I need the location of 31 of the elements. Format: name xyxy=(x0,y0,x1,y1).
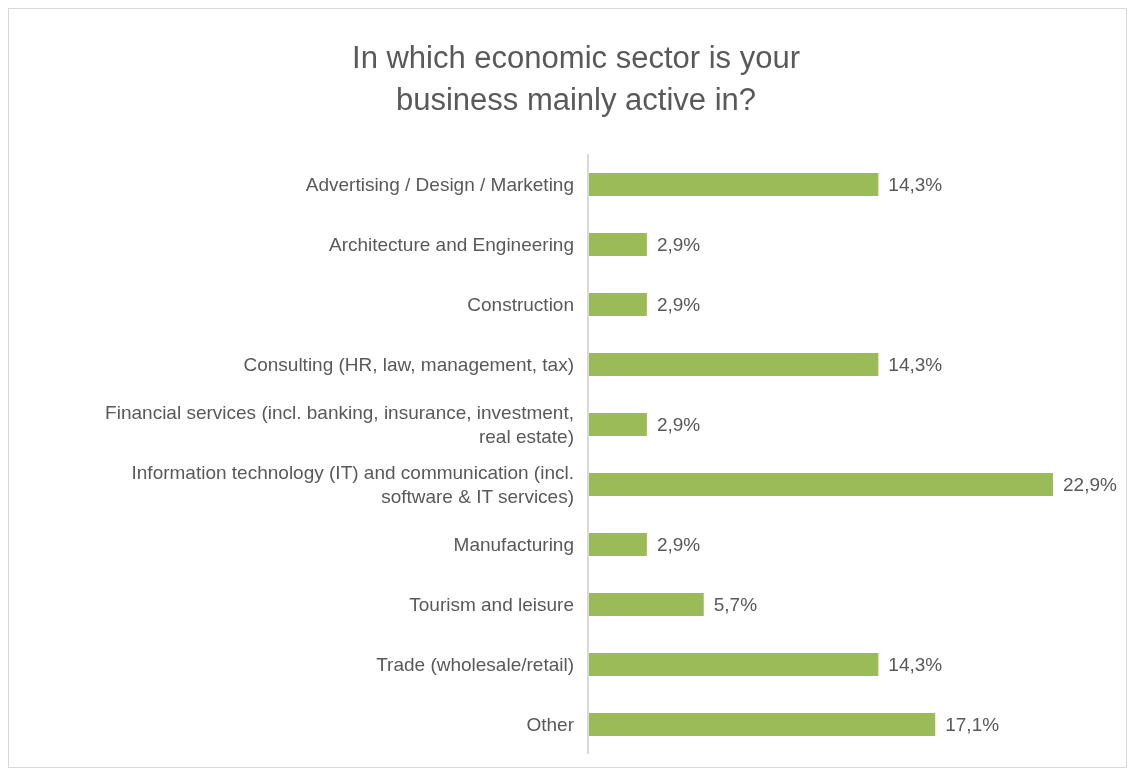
data-label: 5,7% xyxy=(713,594,758,616)
data-label: 2,9% xyxy=(656,534,701,556)
bar xyxy=(588,173,879,196)
data-label: 14,3% xyxy=(888,654,943,676)
y-tick-label: Architecture and Engineering xyxy=(328,233,574,255)
bar xyxy=(588,713,936,736)
bar xyxy=(588,473,1053,496)
y-tick-label: Manufacturing xyxy=(453,533,574,555)
y-tick-label: Advertising / Design / Marketing xyxy=(305,173,574,195)
bar xyxy=(588,593,704,616)
data-label: 17,1% xyxy=(945,714,1000,736)
y-tick-label: Construction xyxy=(467,293,574,315)
data-label: 2,9% xyxy=(656,234,701,256)
bar xyxy=(588,353,879,376)
bar xyxy=(588,533,647,556)
data-label: 14,3% xyxy=(888,354,943,376)
data-label: 2,9% xyxy=(656,294,701,316)
y-tick-label: Consulting (HR, law, management, tax) xyxy=(243,353,574,375)
y-tick-label: Trade (wholesale/retail) xyxy=(376,653,574,675)
y-tick-label: Other xyxy=(526,713,575,735)
data-label: 2,9% xyxy=(656,414,701,436)
bar xyxy=(588,293,647,316)
y-tick-label: Information technology (IT) and communication (incl. software & IT services) xyxy=(131,461,574,507)
bar xyxy=(588,653,879,676)
chart-title: In which economic sector is your business mainly active in? xyxy=(351,39,801,119)
y-tick-label: Tourism and leisure xyxy=(409,593,574,615)
data-label: 14,3% xyxy=(888,174,943,196)
bar xyxy=(588,413,647,436)
bar xyxy=(588,233,647,256)
data-label: 22,9% xyxy=(1063,474,1117,496)
y-tick-label: Financial services (incl. banking, insurance, investment, real estate) xyxy=(105,401,574,447)
